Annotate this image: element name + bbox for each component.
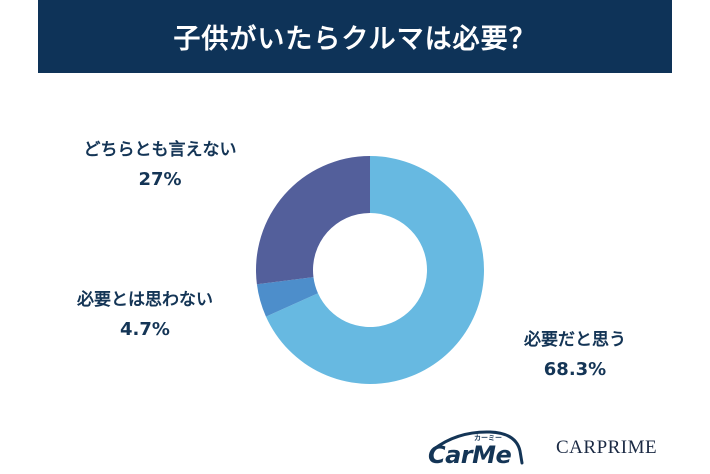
label-yes: 必要だと思う 68.3% bbox=[475, 325, 675, 385]
carme-kana: カーミー bbox=[474, 434, 502, 442]
slice-neutral bbox=[256, 156, 370, 285]
carme-wordmark: CarMe bbox=[428, 441, 512, 469]
slice-no bbox=[256, 277, 318, 317]
slice-yes bbox=[265, 156, 484, 385]
label-neutral-pct: 27% bbox=[138, 169, 182, 190]
donut-chart bbox=[256, 156, 484, 385]
label-neutral: どちらとも言えない 27% bbox=[40, 135, 280, 195]
label-no: 必要とは思わない 4.7% bbox=[30, 285, 260, 345]
car-roof-arc-icon bbox=[432, 430, 524, 465]
label-no-text: 必要とは思わない bbox=[77, 290, 213, 310]
label-no-pct: 4.7% bbox=[120, 319, 170, 340]
title-banner: 子供がいたらクルマは必要？ bbox=[38, 0, 672, 73]
carprime-logo: CARPRIME bbox=[556, 437, 658, 458]
chart-title: 子供がいたらクルマは必要？ bbox=[173, 24, 537, 55]
label-yes-text: 必要だと思う bbox=[524, 330, 626, 350]
carme-logo: カーミー CarMe bbox=[428, 429, 538, 469]
label-yes-pct: 68.3% bbox=[543, 359, 607, 380]
logo-area: カーミー CarMe CARPRIME bbox=[420, 425, 690, 470]
label-neutral-text: どちらとも言えない bbox=[83, 140, 237, 160]
